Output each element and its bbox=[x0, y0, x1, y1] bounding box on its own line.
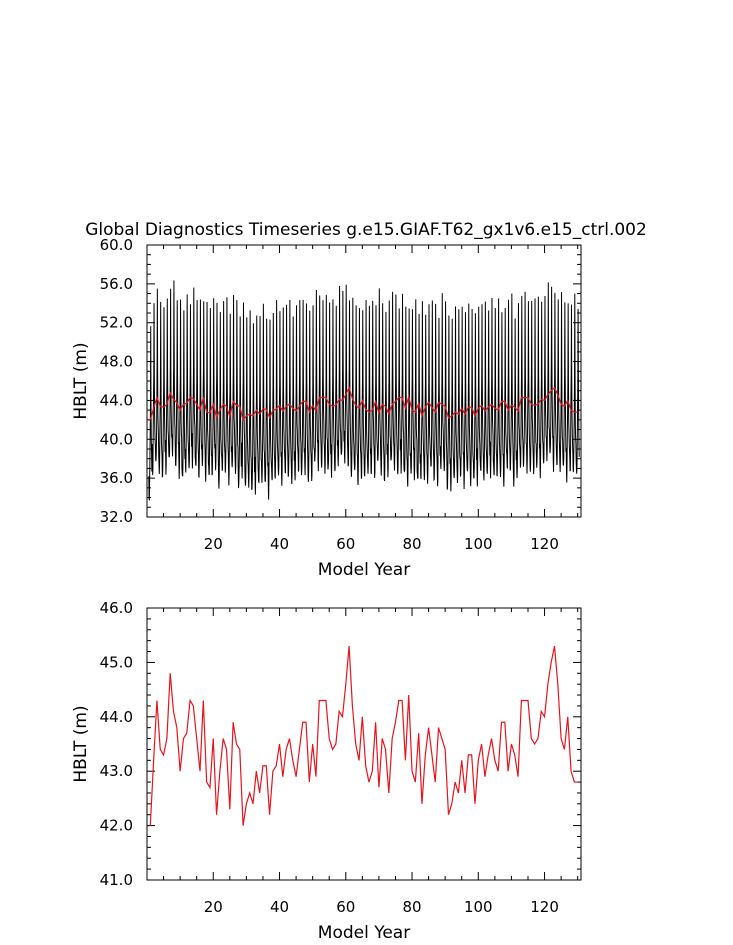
top-y-tick-label: 60.0 bbox=[100, 236, 133, 254]
top-y-tick-label: 56.0 bbox=[100, 275, 133, 293]
bottom-x-tick-label: 120 bbox=[530, 898, 559, 916]
bottom-x-tick-label: 40 bbox=[270, 898, 289, 916]
top-x-tick-label: 60 bbox=[336, 535, 355, 553]
top-y-tick-label: 32.0 bbox=[100, 508, 133, 526]
bottom-plot-frame bbox=[146, 607, 582, 881]
top-y-tick-label: 48.0 bbox=[100, 353, 133, 371]
top-x-tick-label: 40 bbox=[270, 535, 289, 553]
figure-title: Global Diagnostics Timeseries g.e15.GIAF… bbox=[85, 220, 647, 240]
top-y-tick-label: 36.0 bbox=[100, 469, 133, 487]
top-x-axis-label: Model Year bbox=[318, 560, 410, 580]
top-chart-panel: 20 40 60 80 100 120 32.0 36.0 40.0 44.0 48.0 52.0 56… bbox=[71, 236, 582, 580]
top-y-tick-label: 52.0 bbox=[100, 314, 133, 332]
bottom-y-tick-label: 44.0 bbox=[100, 708, 133, 726]
bottom-y-tick-label: 42.0 bbox=[100, 817, 133, 835]
bottom-y-tick-label: 41.0 bbox=[100, 871, 133, 889]
top-series-line-annual-mean bbox=[149, 386, 578, 422]
bottom-y-axis-label: HBLT (m) bbox=[71, 705, 91, 782]
top-y-axis-label: HBLT (m) bbox=[71, 342, 91, 419]
bottom-y-tick-label: 45.0 bbox=[100, 653, 133, 671]
bottom-series-line-annual-mean bbox=[149, 645, 578, 826]
bottom-y-tick-label: 43.0 bbox=[100, 762, 133, 780]
top-x-tick-label: 20 bbox=[204, 535, 223, 553]
bottom-x-axis-label: Model Year bbox=[318, 923, 410, 943]
top-y-tick-label: 44.0 bbox=[100, 391, 133, 409]
bottom-x-tick-label: 100 bbox=[464, 898, 493, 916]
top-x-tick-label: 100 bbox=[464, 535, 493, 553]
top-x-tick-label: 80 bbox=[402, 535, 421, 553]
bottom-y-tick-label: 46.0 bbox=[100, 599, 133, 617]
bottom-x-tick-label: 60 bbox=[336, 898, 355, 916]
bottom-x-tick-label: 80 bbox=[402, 898, 421, 916]
top-x-tick-label: 120 bbox=[530, 535, 559, 553]
bottom-chart-panel: 20 40 60 80 100 120 41.0 42.0 43.0 44.0 45.0 46.0 Mo… bbox=[71, 599, 582, 943]
top-series-line-monthly bbox=[148, 280, 580, 501]
top-y-tick-label: 40.0 bbox=[100, 430, 133, 448]
bottom-x-tick-label: 20 bbox=[204, 898, 223, 916]
